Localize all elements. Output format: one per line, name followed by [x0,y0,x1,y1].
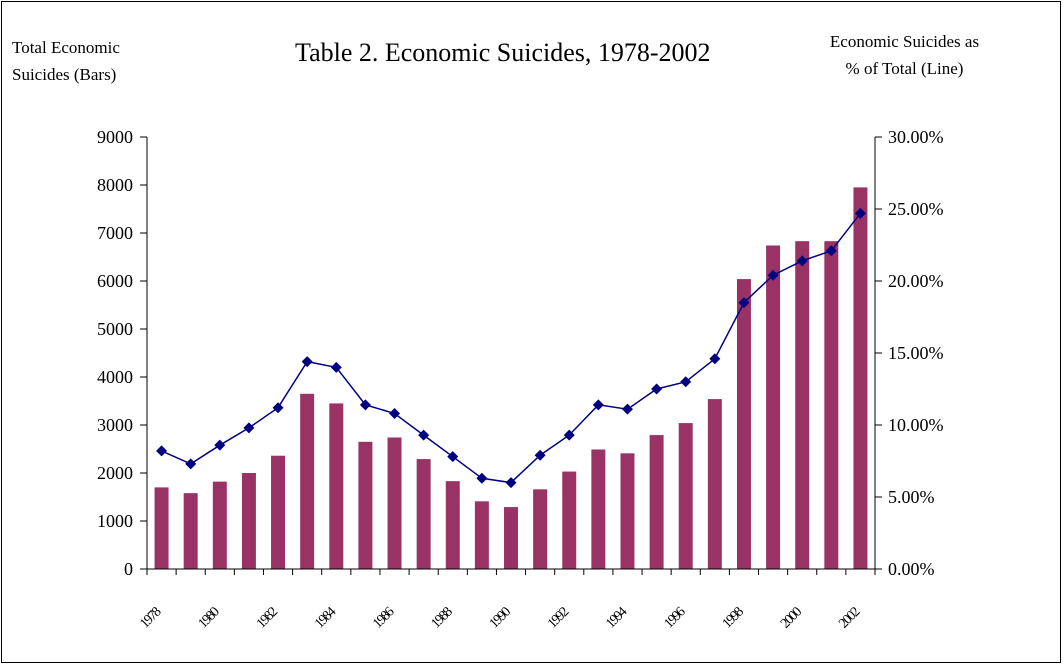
line-marker [796,255,808,267]
x-axis-tick-label: 1986 [370,604,397,631]
bar [707,399,722,569]
line-marker [389,407,401,419]
left-axis-tick-label: 3000 [97,415,133,435]
line-marker [476,472,488,484]
line-marker [359,399,371,411]
bar [329,403,344,569]
left-axis-tick-label: 9000 [97,127,133,147]
right-axis-tick-label: 0.00% [888,559,935,579]
line-marker [243,422,255,434]
right-axis-tick-label: 25.00% [888,199,944,219]
bar [678,423,693,569]
x-axis-tick-label: 1980 [196,604,223,631]
line-marker [330,361,342,373]
x-axis-tick-label: 1998 [720,604,747,631]
x-axis-tick-label: 1988 [429,604,456,631]
bar [387,437,402,569]
line-marker [651,383,663,395]
right-axis-tick-label: 20.00% [888,271,944,291]
bar [212,481,227,569]
line-marker [621,403,633,415]
bar [824,241,839,569]
bar [416,459,431,569]
right-axis-title-line-1: Economic Suicides as [829,32,980,51]
x-axis-tick-label: 2002 [836,604,863,631]
left-axis-tick-label: 1000 [97,511,133,531]
right-axis-tick-label: 10.00% [888,415,944,435]
line-marker [563,429,575,441]
x-axis-tick-label: 1996 [662,604,689,631]
left-axis-tick-label: 4000 [97,367,133,387]
bar [649,435,664,569]
bar [736,279,751,569]
left-axis-tick-label: 2000 [97,463,133,483]
bar [358,441,373,569]
x-axis-tick-label: 2000 [778,604,805,631]
bar [300,393,315,569]
bar [241,473,256,569]
x-axis-tick-label: 1992 [545,604,572,631]
bar [504,507,518,569]
bar [154,487,169,569]
bar [271,455,286,569]
bar [183,493,198,569]
line-marker [301,356,313,368]
bar [591,449,606,569]
bar [562,471,577,569]
right-axis-tick-label: 5.00% [888,487,935,507]
left-axis-tick-label: 6000 [97,271,133,291]
x-axis-tick-label: 1994 [603,604,630,631]
line-marker [680,376,692,388]
line-marker [738,297,750,309]
line-marker [592,399,604,411]
line-marker [214,439,226,451]
right-axis-title: Economic Suicides as % of Total (Line) [807,28,1002,82]
bar [853,187,868,569]
line-marker [156,445,168,457]
line-marker [272,402,284,414]
line-series [161,212,861,484]
left-axis-title: Total Economic Suicides (Bars) [12,34,120,88]
line-marker [505,477,517,489]
left-axis-tick-label: 7000 [97,223,133,243]
line-marker [447,451,459,463]
line-marker [709,353,721,365]
left-axis-title-line-2: Suicides (Bars) [12,65,117,84]
right-axis-tick-label: 30.00% [888,127,944,147]
left-axis-tick-label: 8000 [97,175,133,195]
right-axis-title-line-2: % of Total (Line) [845,59,964,78]
bar [766,245,781,570]
chart-title: Table 2. Economic Suicides, 1978-2002 [295,38,711,67]
bar [445,481,460,569]
x-axis-tick-label: 1982 [254,604,281,631]
bar [620,453,635,569]
line-marker [767,269,779,281]
line-marker [854,207,866,219]
right-axis-tick-label: 15.00% [888,343,944,363]
line-marker [418,429,430,441]
line-marker [185,458,197,470]
left-axis-tick-label: 5000 [97,319,133,339]
line-marker [825,245,837,257]
left-axis-tick-label: 0 [124,559,133,579]
bar [533,489,548,569]
x-axis-tick-label: 1984 [312,604,339,631]
x-axis-tick-label: 1978 [137,604,164,631]
x-axis-tick-label: 1990 [487,604,514,631]
left-axis-title-line-1: Total Economic [12,38,120,57]
bar [474,501,489,569]
bar [795,241,810,569]
line-marker [534,449,546,461]
